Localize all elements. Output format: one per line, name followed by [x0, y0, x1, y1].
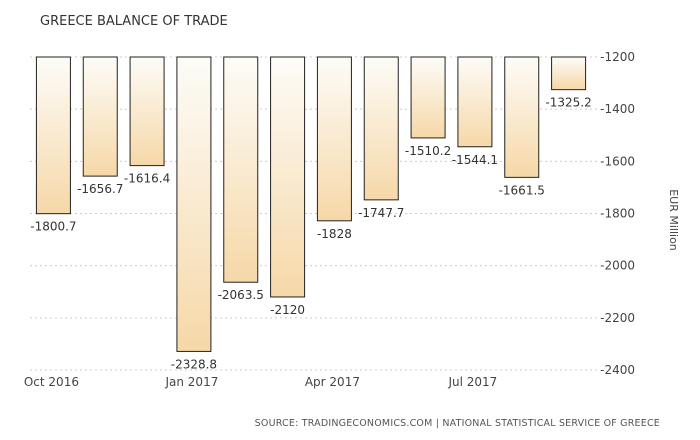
x-tick-label: Jul 2017 [447, 375, 497, 389]
data-label: -1747.7 [358, 206, 404, 220]
bars [35, 56, 587, 352]
data-labels: -1800.7 -1656.7-1616.4 -2328.8 -2063.5 -2120… [30, 96, 591, 372]
y-axis-label: EUR Million [667, 189, 680, 251]
y-tick-label: -1800 [600, 207, 635, 221]
bar [223, 56, 259, 283]
y-tick-label: -1600 [600, 154, 635, 168]
data-label: -1828 [317, 227, 352, 241]
x-tick-label: Oct 2016 [24, 375, 79, 389]
y-tick-label: -2000 [600, 259, 635, 273]
x-tick-label: Jan 2017 [164, 375, 218, 389]
gridlines [30, 56, 600, 371]
data-label: -1800.7 [30, 220, 76, 234]
data-label: -1661.5 [499, 183, 545, 197]
data-label: -1544.1 [452, 153, 498, 167]
y-tick-label: -1400 [600, 102, 635, 116]
bar [176, 56, 212, 352]
bar [457, 56, 493, 148]
data-label: -1656.7 [77, 182, 123, 196]
bar [551, 56, 587, 91]
bar [35, 56, 71, 215]
bar [316, 56, 352, 222]
x-axis-ticks: Oct 2016 Jan 2017 Apr 2017 Jul 2017 [24, 375, 497, 389]
chart-title: GREECE BALANCE OF TRADE [40, 14, 228, 29]
bar [410, 56, 446, 139]
x-tick-label: Apr 2017 [305, 375, 360, 389]
bar [129, 56, 165, 167]
source-note: SOURCE: TRADINGECONOMICS.COM | NATIONAL … [255, 418, 660, 429]
bar [363, 56, 399, 201]
data-label: -1325.2 [545, 96, 591, 110]
y-tick-label: -2200 [600, 311, 635, 325]
data-label: -2328.8 [171, 357, 217, 371]
data-label: -2120 [270, 303, 305, 317]
y-tick-label: -1200 [600, 50, 635, 64]
data-label: -1616.4 [124, 172, 170, 186]
data-label: -1510.2 [405, 144, 451, 158]
bar [82, 56, 118, 177]
data-label: -2063.5 [218, 288, 264, 302]
y-tick-label: -2400 [600, 363, 635, 377]
y-axis-ticks: -1200 -1400 -1600 -1800 -2000 -2200 -2400 [600, 50, 635, 377]
bar [270, 56, 306, 298]
bar [504, 56, 540, 178]
